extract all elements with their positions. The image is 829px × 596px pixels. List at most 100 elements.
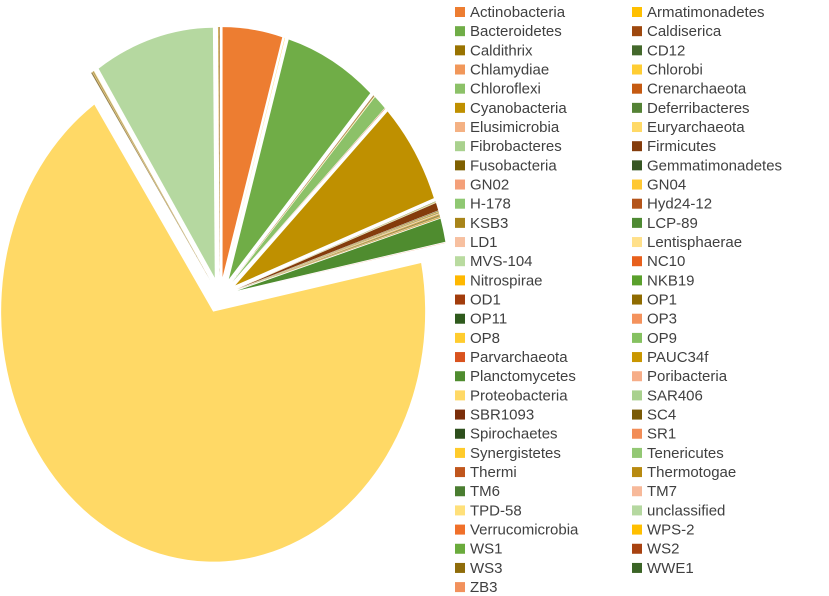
legend-swatch bbox=[455, 313, 465, 324]
pie-slice bbox=[222, 27, 283, 278]
legend-label: Fusobacteria bbox=[470, 157, 557, 174]
pie-slice bbox=[232, 95, 374, 282]
pie-slice bbox=[237, 216, 441, 290]
legend-label: SR1 bbox=[647, 426, 676, 443]
legend-swatch bbox=[455, 198, 465, 209]
legend-label: Elusimicrobia bbox=[470, 119, 560, 136]
legend-swatch bbox=[455, 562, 465, 573]
legend-swatch bbox=[632, 122, 642, 133]
legend-label: Parvarchaeota bbox=[470, 349, 568, 366]
legend-swatch bbox=[632, 371, 642, 382]
legend-label: Chlamydiae bbox=[470, 61, 549, 78]
legend-swatch bbox=[455, 45, 465, 56]
pie-slice bbox=[225, 37, 286, 278]
legend-swatch bbox=[455, 582, 465, 593]
legend-label: OP8 bbox=[470, 330, 500, 347]
legend-swatch bbox=[632, 294, 642, 305]
pie-slice bbox=[237, 216, 441, 290]
legend-swatch bbox=[632, 64, 642, 75]
pie-slice bbox=[93, 71, 211, 280]
legend-label: Hyd24-12 bbox=[647, 196, 712, 213]
legend-label: Gemmatimonadetes bbox=[647, 157, 782, 174]
legend-label: OD1 bbox=[470, 292, 501, 309]
legend-swatch bbox=[455, 122, 465, 133]
pie-slice bbox=[232, 96, 385, 283]
pie-slice bbox=[237, 213, 440, 290]
legend-label: Synergistetes bbox=[470, 445, 561, 462]
legend-label: LD1 bbox=[470, 234, 498, 251]
legend-label: Caldithrix bbox=[470, 42, 533, 59]
legend-swatch bbox=[632, 486, 642, 497]
pie-slice bbox=[237, 213, 440, 290]
legend-label: GN02 bbox=[470, 176, 509, 193]
legend-label: Thermi bbox=[470, 464, 517, 481]
pie-slice bbox=[237, 212, 439, 290]
legend-swatch bbox=[632, 505, 642, 516]
pie-slice bbox=[237, 215, 440, 290]
legend-swatch bbox=[455, 256, 465, 267]
legend-swatch bbox=[455, 26, 465, 37]
pie-slice bbox=[218, 27, 220, 278]
legend-swatch bbox=[632, 217, 642, 228]
pie-slice bbox=[92, 71, 211, 280]
legend-swatch bbox=[455, 524, 465, 535]
legend-swatch bbox=[455, 294, 465, 305]
pie-slice bbox=[92, 71, 211, 281]
pie-slice bbox=[91, 72, 210, 281]
legend-swatch bbox=[632, 83, 642, 94]
legend-swatch bbox=[632, 543, 642, 554]
pie-slice bbox=[236, 202, 439, 290]
legend-label: TM7 bbox=[647, 483, 677, 500]
legend-label: unclassified bbox=[647, 502, 725, 519]
pie-slice bbox=[232, 108, 386, 283]
legend-swatch bbox=[455, 83, 465, 94]
legend-swatch bbox=[632, 141, 642, 152]
pie-slice bbox=[237, 211, 439, 290]
pie-slice bbox=[237, 214, 440, 290]
pie-slice bbox=[237, 213, 440, 290]
legend-label: TM6 bbox=[470, 483, 500, 500]
legend-swatch bbox=[632, 237, 642, 248]
legend-label: SAR406 bbox=[647, 387, 703, 404]
legend-label: OP1 bbox=[647, 292, 677, 309]
legend-swatch bbox=[632, 198, 642, 209]
legend-label: PAUC34f bbox=[647, 349, 709, 366]
pie-slice bbox=[237, 217, 441, 290]
legend-label: H-178 bbox=[470, 196, 511, 213]
pie-slice bbox=[232, 95, 375, 282]
legend-swatch bbox=[632, 428, 642, 439]
legend-label: Bacteroidetes bbox=[470, 23, 562, 40]
legend-label: SC4 bbox=[647, 407, 676, 424]
legend-swatch bbox=[455, 217, 465, 228]
pie-slice bbox=[236, 201, 436, 289]
legend-swatch bbox=[632, 524, 642, 535]
pie-slice bbox=[237, 214, 440, 290]
pie-slice bbox=[236, 202, 436, 289]
legend-swatch bbox=[455, 160, 465, 171]
legend-swatch bbox=[455, 102, 465, 113]
legend-swatch bbox=[455, 409, 465, 420]
pie-slice bbox=[98, 27, 215, 278]
legend-swatch bbox=[455, 505, 465, 516]
legend-label: WS1 bbox=[470, 541, 503, 558]
pie-slice bbox=[232, 96, 375, 282]
legend-swatch bbox=[632, 160, 642, 171]
legend-swatch bbox=[632, 26, 642, 37]
legend-label: KSB3 bbox=[470, 215, 508, 232]
pie-slice bbox=[237, 211, 439, 290]
pie-slice bbox=[218, 27, 220, 278]
legend-swatch bbox=[455, 275, 465, 286]
pie-slice bbox=[237, 214, 440, 290]
legend-label: Crenarchaeota bbox=[647, 81, 747, 98]
pie-slice bbox=[217, 27, 220, 278]
legend-label: Tenericutes bbox=[647, 445, 724, 462]
legend-swatch bbox=[455, 7, 465, 17]
legend-label: Poribacteria bbox=[647, 368, 728, 385]
legend-swatch bbox=[455, 332, 465, 343]
pie-slice bbox=[93, 70, 211, 280]
pie-slice bbox=[237, 215, 440, 290]
pie-slice bbox=[92, 72, 210, 281]
legend-swatch bbox=[632, 313, 642, 324]
legend-label: Planctomycetes bbox=[470, 368, 576, 385]
